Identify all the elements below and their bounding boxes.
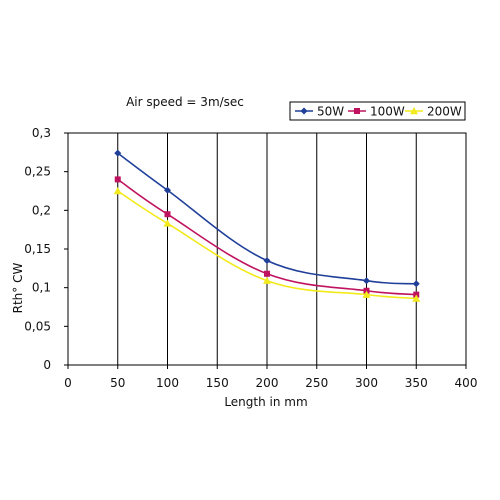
y-axis-label: Rth° CW — [11, 263, 25, 314]
y-tick-label-3: 0,15 — [24, 242, 51, 256]
y-tick-label-4: 0,2 — [32, 203, 51, 217]
x-axis-label: Length in mm — [224, 395, 307, 409]
data-point-100W-100 — [164, 211, 171, 218]
legend-box — [289, 101, 466, 121]
x-tick-label-8: 400 — [455, 376, 478, 390]
y-axis: 0 0,05 0,1 0,15 0,2 0,25 0,3 — [24, 126, 68, 372]
data-point-200W-200 — [263, 276, 271, 284]
y-tick-label-0: 0 — [43, 358, 51, 372]
y-tick-label-6: 0,3 — [32, 126, 51, 140]
series-200W — [113, 187, 421, 302]
x-tick-label-0: 0 — [64, 376, 72, 390]
data-point-100W-50 — [114, 176, 121, 183]
data-point-50W-300 — [363, 277, 370, 285]
x-tick-label-1: 50 — [110, 376, 125, 390]
x-axis: 0 50 100 150 200 250 300 350 400 — [64, 365, 477, 390]
x-tick-label-3: 150 — [206, 376, 229, 390]
x-tick-label-6: 300 — [355, 376, 378, 390]
data-point-200W-100 — [163, 219, 172, 227]
data-point-50W-50 — [114, 149, 122, 157]
x-tick-label-4: 200 — [256, 376, 279, 390]
legend-label-200W: 200W — [427, 105, 462, 119]
x-tick-label-2: 100 — [156, 376, 179, 390]
data-point-100W-200 — [264, 270, 270, 277]
data-point-50W-350 — [412, 280, 420, 288]
legend-marker-50W — [300, 107, 308, 115]
x-tick-label-7: 350 — [405, 376, 428, 390]
y-tick-label-5: 0,25 — [24, 165, 51, 179]
data-point-50W-200 — [263, 257, 271, 265]
data-point-200W-50 — [113, 187, 122, 195]
legend: 50W 100W 200W — [289, 101, 466, 121]
data-point-200W-300 — [362, 290, 371, 298]
series-group — [113, 149, 421, 302]
x-tick-label-5: 250 — [305, 376, 328, 390]
grid — [117, 133, 417, 365]
legend-label-100W: 100W — [370, 105, 405, 119]
data-point-200W-350 — [412, 294, 421, 302]
y-tick-label-2: 0,1 — [32, 281, 51, 295]
y-tick-label-1: 0,05 — [24, 319, 51, 333]
series-50W — [114, 149, 420, 288]
legend-marker-100W — [354, 108, 360, 114]
data-point-50W-100 — [164, 186, 171, 194]
legend-marker-200W — [410, 107, 418, 115]
chart-annotation: Air speed = 3m/sec — [126, 95, 244, 109]
legend-label-50W: 50W — [317, 105, 344, 119]
